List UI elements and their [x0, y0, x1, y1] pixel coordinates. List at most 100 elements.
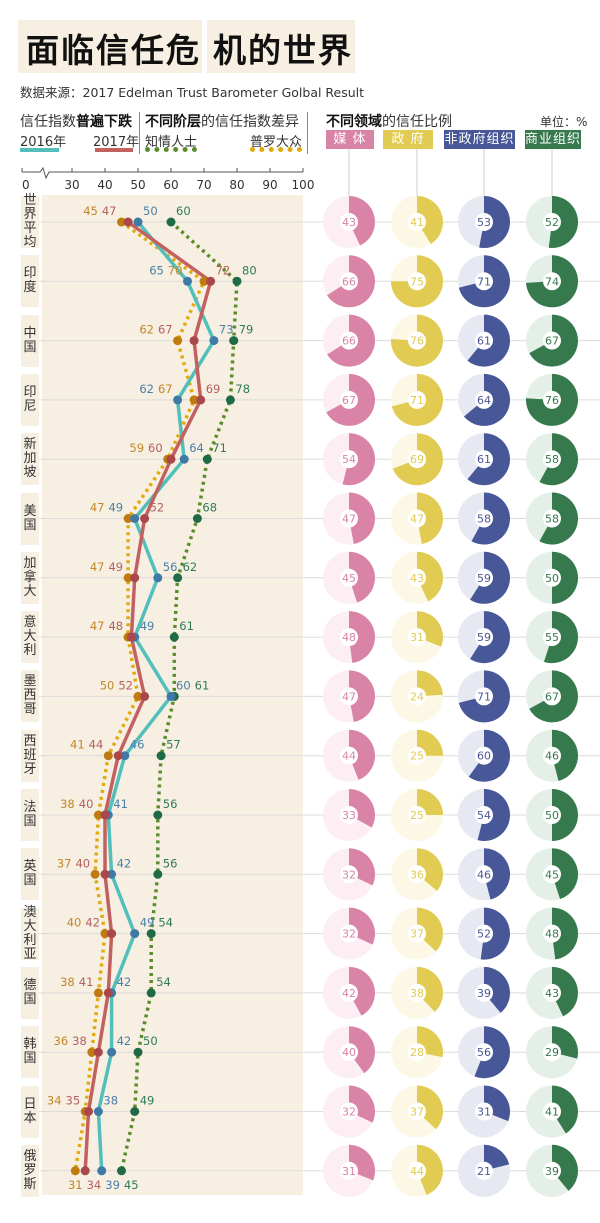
pie-slice-government — [417, 729, 443, 756]
data-label-y2016: 49 — [108, 501, 123, 515]
country-label: 墨西哥 — [21, 670, 39, 723]
pie-slice-ngo — [484, 966, 510, 1013]
country-label: 法国 — [21, 789, 39, 841]
pie-center — [340, 865, 358, 884]
pie-center — [543, 983, 561, 1002]
data-label-y2017: 69 — [206, 382, 221, 396]
data-point-general — [123, 514, 133, 523]
data-point-y2016 — [93, 1107, 103, 1116]
data-point-y2017 — [140, 691, 150, 701]
sector-title-plain: 的信任比例 — [382, 114, 452, 130]
axis-tick-label: 70 — [196, 178, 211, 192]
data-point-y2016 — [130, 514, 140, 523]
pie-center — [543, 213, 561, 231]
pie-slice-media — [349, 551, 375, 603]
data-point-informed — [192, 514, 202, 523]
pie-slice-media — [349, 966, 375, 1016]
pie-value-ngo: 71 — [477, 275, 491, 288]
badge-media: 媒 体 — [326, 130, 374, 149]
legend-divider-right — [307, 112, 308, 154]
data-point-general — [87, 1047, 97, 1057]
pie-value-media: 48 — [342, 631, 356, 644]
data-label-y2016: 41 — [113, 797, 128, 811]
data-label-informed: 54 — [158, 916, 173, 930]
data-label-informed: 78 — [235, 382, 250, 396]
country-name: 世界平均 — [23, 193, 37, 250]
pie-value-business: 45 — [545, 868, 559, 881]
legend-general-label: 普罗大众 — [250, 135, 303, 150]
data-point-y2017 — [196, 395, 206, 405]
data-point-y2017 — [80, 1166, 90, 1176]
data-label-general: 40 — [67, 916, 82, 930]
pie-slice-ngo — [480, 907, 510, 960]
pie-value-media: 42 — [342, 987, 356, 1000]
data-label-y2017: 60 — [148, 441, 163, 455]
pie-center — [475, 568, 493, 587]
pie-center — [340, 568, 358, 587]
pie-value-ngo: 54 — [477, 809, 491, 822]
data-point-general — [189, 395, 199, 405]
pie-slice-government — [417, 907, 444, 952]
pie-slice-media — [349, 611, 376, 663]
data-label-informed: 61 — [195, 678, 210, 692]
legend-trend-title-bold: 普遍下跌 — [76, 114, 132, 130]
pie-center — [340, 213, 358, 231]
pie-center — [408, 568, 426, 587]
pie-value-government: 76 — [410, 335, 424, 348]
legend-trend-title-plain: 信任指数 — [20, 114, 76, 130]
data-point-y2016 — [153, 573, 163, 583]
pie-slice-government — [417, 1085, 444, 1130]
pie-value-media: 33 — [342, 809, 356, 822]
data-point-y2016 — [179, 454, 189, 464]
pie-value-business: 76 — [545, 394, 559, 407]
pie-slice-media — [349, 1026, 376, 1074]
axis-tick-label: 60 — [163, 178, 178, 192]
country-name: 新加坡 — [23, 437, 37, 481]
data-point-y2017 — [100, 869, 110, 879]
data-label-general: 62 — [139, 323, 154, 337]
legend-informed-swatch — [145, 147, 197, 152]
pie-slice-media — [349, 492, 376, 545]
pie-slice-business — [552, 789, 578, 841]
country-name: 俄罗斯 — [23, 1148, 37, 1192]
data-point-y2017 — [206, 276, 216, 286]
pie-value-media: 32 — [342, 928, 356, 941]
country-name: 意大利 — [23, 615, 37, 659]
badge-government: 政 府 — [383, 130, 433, 149]
data-label-y2017: 40 — [75, 856, 90, 870]
pie-center — [543, 1102, 561, 1121]
data-label-general: 38 — [60, 797, 75, 811]
data-point-y2017 — [93, 1047, 103, 1057]
pie-center — [543, 272, 561, 291]
data-label-informed: 45 — [124, 1178, 139, 1192]
pie-center — [475, 509, 493, 528]
data-point-y2016 — [107, 869, 117, 879]
axis-tick-label: 0 — [22, 178, 30, 192]
pie-value-government: 28 — [410, 1046, 424, 1059]
pie-center — [408, 983, 426, 1002]
pie-slice-ngo — [484, 848, 511, 900]
data-label-y2016: 46 — [130, 738, 145, 752]
data-label-y2016: 49 — [140, 916, 155, 930]
data-point-y2017 — [126, 632, 136, 642]
pie-center — [408, 924, 426, 943]
legend-2016-label: 2016年 — [20, 135, 67, 150]
pie-center — [340, 628, 358, 647]
legend-class-title-plain: 的信任指数差异 — [201, 114, 299, 130]
pie-center — [408, 509, 426, 528]
pie-center — [475, 746, 493, 765]
pie-value-government: 38 — [410, 987, 424, 1000]
data-label-general: 59 — [129, 441, 144, 455]
pie-center — [475, 806, 493, 824]
pie-slice-business — [552, 551, 578, 604]
pie-center — [543, 628, 561, 647]
country-name: 澳大利亚 — [23, 904, 37, 962]
data-point-informed — [229, 336, 239, 346]
data-label-y2017: 72 — [216, 263, 231, 277]
pie-center — [475, 331, 493, 350]
pie-center — [408, 1161, 426, 1180]
axis-tick-label: 40 — [97, 178, 112, 192]
pie-center — [475, 687, 493, 706]
data-point-informed — [146, 929, 156, 939]
pie-value-media: 47 — [342, 513, 356, 526]
